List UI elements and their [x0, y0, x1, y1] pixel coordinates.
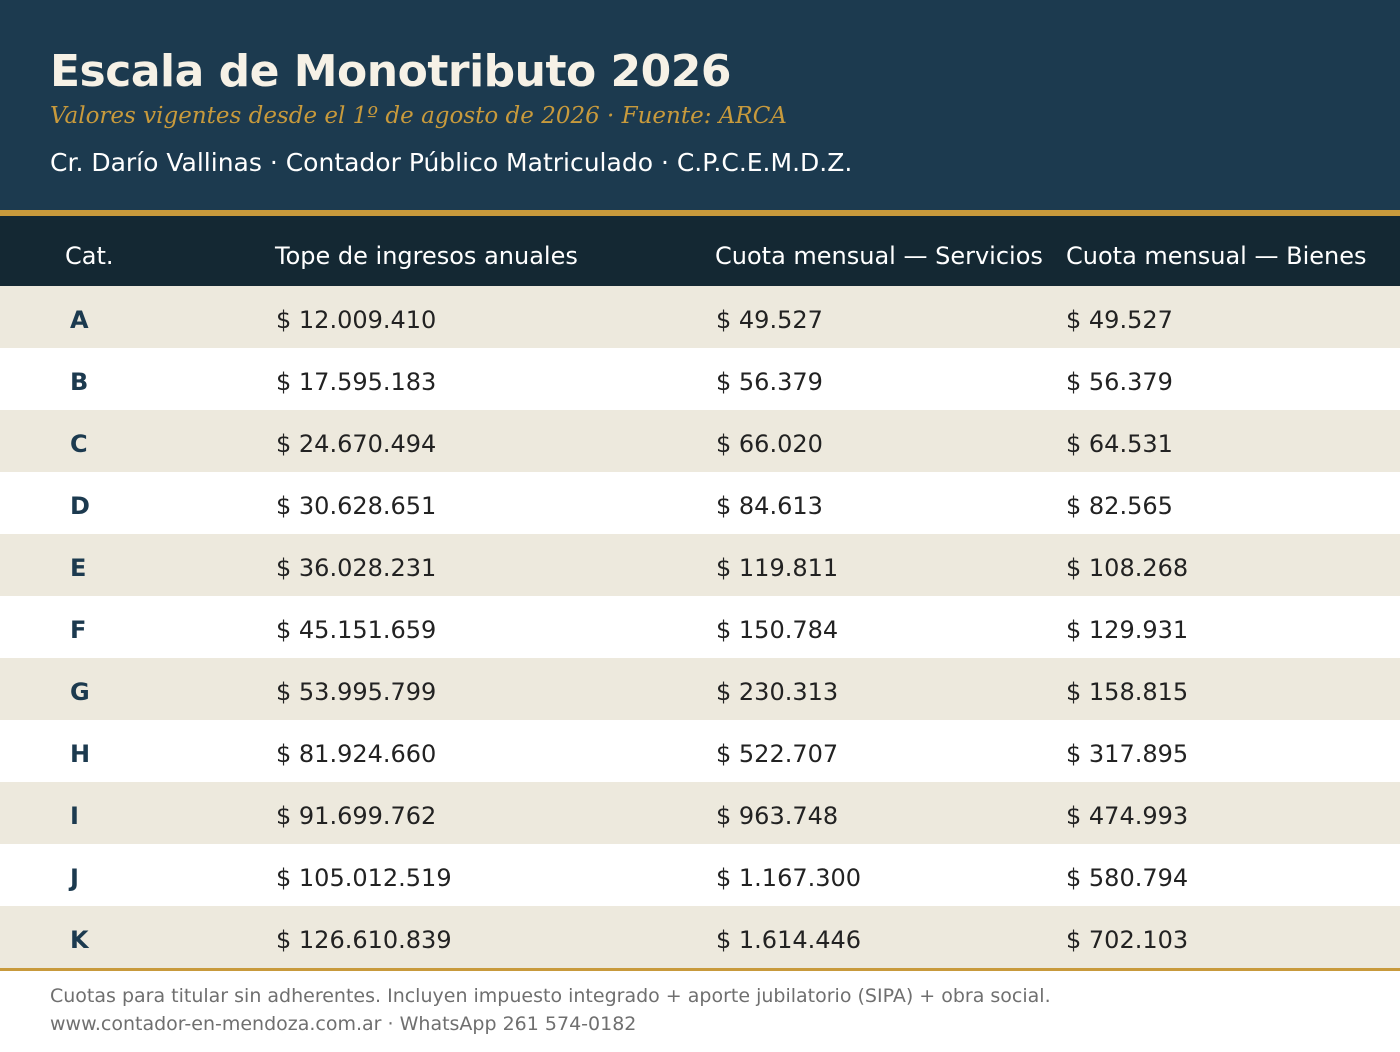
header-banner: Escala de Monotributo 2026 Valores vigen… — [0, 0, 1400, 210]
bienes-cell: $ 64.531 — [1066, 430, 1173, 458]
table-row: D $ 30.628.651 $ 84.613 $ 82.565 — [0, 472, 1400, 534]
category-cell: I — [70, 802, 79, 830]
category-cell: F — [70, 616, 87, 644]
column-header-cat: Cat. — [65, 242, 114, 270]
servicios-cell: $ 49.527 — [716, 306, 823, 334]
bienes-cell: $ 702.103 — [1066, 926, 1189, 954]
servicios-cell: $ 56.379 — [716, 368, 823, 396]
category-cell: E — [70, 554, 87, 582]
table-row: G $ 53.995.799 $ 230.313 $ 158.815 — [0, 658, 1400, 720]
footer-contact: www.contador-en-mendoza.com.ar · WhatsAp… — [50, 1013, 637, 1035]
footer-note: Cuotas para titular sin adherentes. Incl… — [50, 985, 1051, 1007]
category-cell: H — [70, 740, 91, 768]
author-line: Cr. Darío Vallinas · Contador Público Ma… — [50, 148, 853, 177]
tope-cell: $ 105.012.519 — [276, 864, 452, 892]
tope-cell: $ 53.995.799 — [276, 678, 437, 706]
table-row: A $ 12.009.410 $ 49.527 $ 49.527 — [0, 286, 1400, 348]
category-cell: A — [70, 306, 89, 334]
servicios-cell: $ 1.167.300 — [716, 864, 862, 892]
servicios-cell: $ 66.020 — [716, 430, 823, 458]
servicios-cell: $ 963.748 — [716, 802, 839, 830]
bienes-cell: $ 474.993 — [1066, 802, 1189, 830]
table-row: C $ 24.670.494 $ 66.020 $ 64.531 — [0, 410, 1400, 472]
table-body: A $ 12.009.410 $ 49.527 $ 49.527 B $ 17.… — [0, 286, 1400, 968]
category-cell: D — [70, 492, 90, 520]
bienes-cell: $ 56.379 — [1066, 368, 1173, 396]
category-cell: C — [70, 430, 88, 458]
servicios-cell: $ 84.613 — [716, 492, 823, 520]
table-row: I $ 91.699.762 $ 963.748 $ 474.993 — [0, 782, 1400, 844]
bienes-cell: $ 108.268 — [1066, 554, 1189, 582]
tope-cell: $ 30.628.651 — [276, 492, 437, 520]
category-cell: B — [70, 368, 89, 396]
servicios-cell: $ 230.313 — [716, 678, 839, 706]
category-cell: J — [70, 864, 79, 892]
tope-cell: $ 45.151.659 — [276, 616, 437, 644]
servicios-cell: $ 150.784 — [716, 616, 839, 644]
tope-cell: $ 36.028.231 — [276, 554, 437, 582]
column-header-bienes: Cuota mensual — Bienes — [1066, 242, 1367, 270]
bienes-cell: $ 82.565 — [1066, 492, 1173, 520]
column-header-tope: Tope de ingresos anuales — [275, 242, 578, 270]
tope-cell: $ 12.009.410 — [276, 306, 437, 334]
table-header: Cat. Tope de ingresos anuales Cuota mens… — [0, 216, 1400, 286]
tope-cell: $ 24.670.494 — [276, 430, 437, 458]
footer-divider — [0, 968, 1400, 971]
tope-cell: $ 91.699.762 — [276, 802, 437, 830]
page-title: Escala de Monotributo 2026 — [50, 46, 732, 97]
servicios-cell: $ 119.811 — [716, 554, 839, 582]
tope-cell: $ 17.595.183 — [276, 368, 437, 396]
table-row: H $ 81.924.660 $ 522.707 $ 317.895 — [0, 720, 1400, 782]
table-row: E $ 36.028.231 $ 119.811 $ 108.268 — [0, 534, 1400, 596]
bienes-cell: $ 129.931 — [1066, 616, 1189, 644]
bienes-cell: $ 317.895 — [1066, 740, 1189, 768]
servicios-cell: $ 1.614.446 — [716, 926, 862, 954]
header-divider — [0, 210, 1400, 216]
category-cell: K — [70, 926, 89, 954]
column-header-servicios: Cuota mensual — Servicios — [715, 242, 1043, 270]
servicios-cell: $ 522.707 — [716, 740, 839, 768]
tope-cell: $ 126.610.839 — [276, 926, 452, 954]
table-row: B $ 17.595.183 $ 56.379 $ 56.379 — [0, 348, 1400, 410]
bienes-cell: $ 49.527 — [1066, 306, 1173, 334]
table-row: J $ 105.012.519 $ 1.167.300 $ 580.794 — [0, 844, 1400, 906]
bienes-cell: $ 580.794 — [1066, 864, 1189, 892]
category-cell: G — [70, 678, 90, 706]
page-subtitle: Valores vigentes desde el 1º de agosto d… — [50, 103, 787, 129]
table-row: F $ 45.151.659 $ 150.784 $ 129.931 — [0, 596, 1400, 658]
tope-cell: $ 81.924.660 — [276, 740, 437, 768]
table-row: K $ 126.610.839 $ 1.614.446 $ 702.103 — [0, 906, 1400, 968]
bienes-cell: $ 158.815 — [1066, 678, 1189, 706]
